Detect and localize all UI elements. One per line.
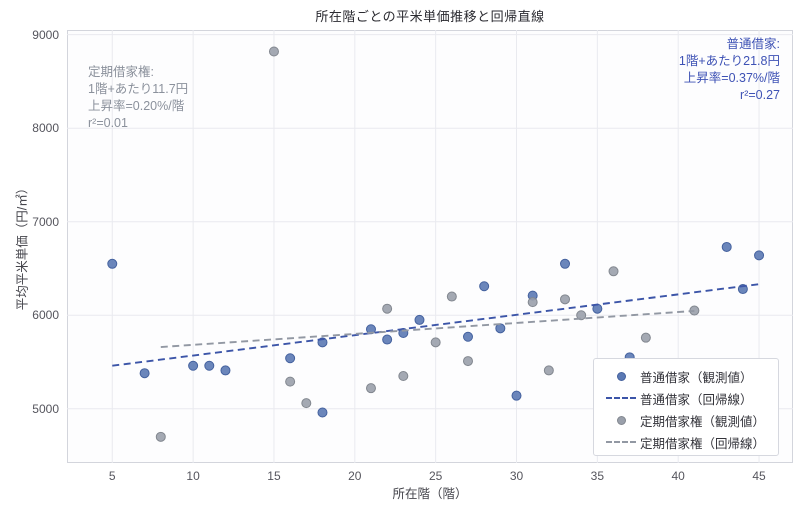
x-tick-label: 20 xyxy=(348,469,362,483)
ordinary-stats-r2: r²=0.27 xyxy=(740,88,780,102)
x-tick-label: 15 xyxy=(267,469,281,483)
fixed-term-stats-annotation: 定期借家権: 1階+あたり11.7円 上昇率=0.20%/階 r²=0.01 xyxy=(88,64,188,132)
scatter-point xyxy=(285,376,296,387)
scatter-point xyxy=(462,356,473,367)
blue-dashed-line-icon xyxy=(602,397,640,399)
scatter-point xyxy=(560,294,571,305)
scatter-point xyxy=(382,334,393,345)
scatter-point xyxy=(479,281,490,292)
legend-item-fixed-regression: 定期借家権（回帰線） xyxy=(602,431,770,453)
scatter-point xyxy=(139,368,150,379)
scatter-point xyxy=(414,314,425,325)
scatter-point xyxy=(382,303,393,314)
regression-line xyxy=(112,283,760,367)
x-tick-label: 30 xyxy=(509,469,524,483)
scatter-point xyxy=(446,291,457,302)
scatter-point xyxy=(365,383,376,394)
scatter-point xyxy=(220,365,231,376)
scatter-point xyxy=(107,258,118,269)
legend-item-fixed-points: 定期借家権（観測値） xyxy=(602,409,770,431)
ordinary-stats-slope: 1階+あたり21.8円 xyxy=(678,54,780,68)
scatter-point xyxy=(560,258,571,269)
ordinary-stats-title: 普通借家: xyxy=(726,37,780,51)
scatter-point xyxy=(608,266,619,277)
fixed-term-stats-slope: 1階+あたり11.7円 xyxy=(88,82,189,96)
y-tick-label: 7000 xyxy=(32,214,59,229)
scatter-point xyxy=(398,371,409,382)
scatter-point xyxy=(204,360,215,371)
legend-item-ordinary-points: 普通借家（観測値） xyxy=(602,365,770,387)
gray-dashed-line-icon xyxy=(602,441,640,443)
scatter-point xyxy=(754,250,765,261)
blue-dot-icon xyxy=(602,371,640,381)
chart-title: 所在階ごとの平米単価推移と回帰直線 xyxy=(315,9,545,24)
legend-label: 普通借家（観測値） xyxy=(640,370,753,385)
scatter-point xyxy=(430,337,441,348)
y-axis-label: 平均平米単価（円/㎡） xyxy=(15,181,30,311)
scatter-point xyxy=(155,431,166,442)
scatter-point xyxy=(285,353,296,364)
scatter-point xyxy=(317,407,328,418)
ordinary-stats-annotation: 普通借家: 1階+あたり21.8円 上昇率=0.37%/階 r²=0.27 xyxy=(679,36,780,104)
legend-label: 定期借家権（回帰線） xyxy=(640,436,766,451)
scatter-point xyxy=(543,365,554,376)
y-tick-label: 5000 xyxy=(32,401,59,416)
scatter-point xyxy=(268,46,279,57)
scatter-point xyxy=(301,398,312,409)
scatter-point xyxy=(188,360,199,371)
x-tick-label: 45 xyxy=(752,469,766,483)
y-tick-label: 6000 xyxy=(32,308,59,323)
scatter-point xyxy=(527,297,538,308)
gray-dot-icon xyxy=(602,415,640,425)
x-tick-label: 35 xyxy=(590,469,605,483)
x-tick-label: 25 xyxy=(428,469,443,483)
fixed-term-stats-title: 定期借家権: xyxy=(88,65,154,79)
regression-line xyxy=(160,309,695,348)
legend-label: 定期借家権（観測値） xyxy=(640,414,766,429)
legend: 普通借家（観測値） 普通借家（回帰線） 定期借家権（観測値） 定期借家権（回帰線… xyxy=(593,358,779,456)
x-tick-label: 40 xyxy=(671,469,685,483)
fixed-term-stats-r2: r²=0.01 xyxy=(88,116,128,130)
y-tick-label: 8000 xyxy=(32,121,59,136)
scatter-point xyxy=(721,241,732,252)
scatter-point xyxy=(462,331,473,342)
x-tick-label: 10 xyxy=(186,469,200,483)
ordinary-stats-rate: 上昇率=0.37%/階 xyxy=(683,71,780,85)
scatter-point xyxy=(511,390,522,401)
scatter-point xyxy=(640,332,651,343)
x-tick-label: 5 xyxy=(108,469,116,483)
fixed-term-stats-rate: 上昇率=0.20%/階 xyxy=(88,99,185,113)
x-axis-label: 所在階（階） xyxy=(392,487,468,501)
y-tick-label: 9000 xyxy=(32,27,59,42)
legend-label: 普通借家（回帰線） xyxy=(640,392,753,407)
legend-item-ordinary-regression: 普通借家（回帰線） xyxy=(602,387,770,409)
scatter-point xyxy=(576,310,587,321)
